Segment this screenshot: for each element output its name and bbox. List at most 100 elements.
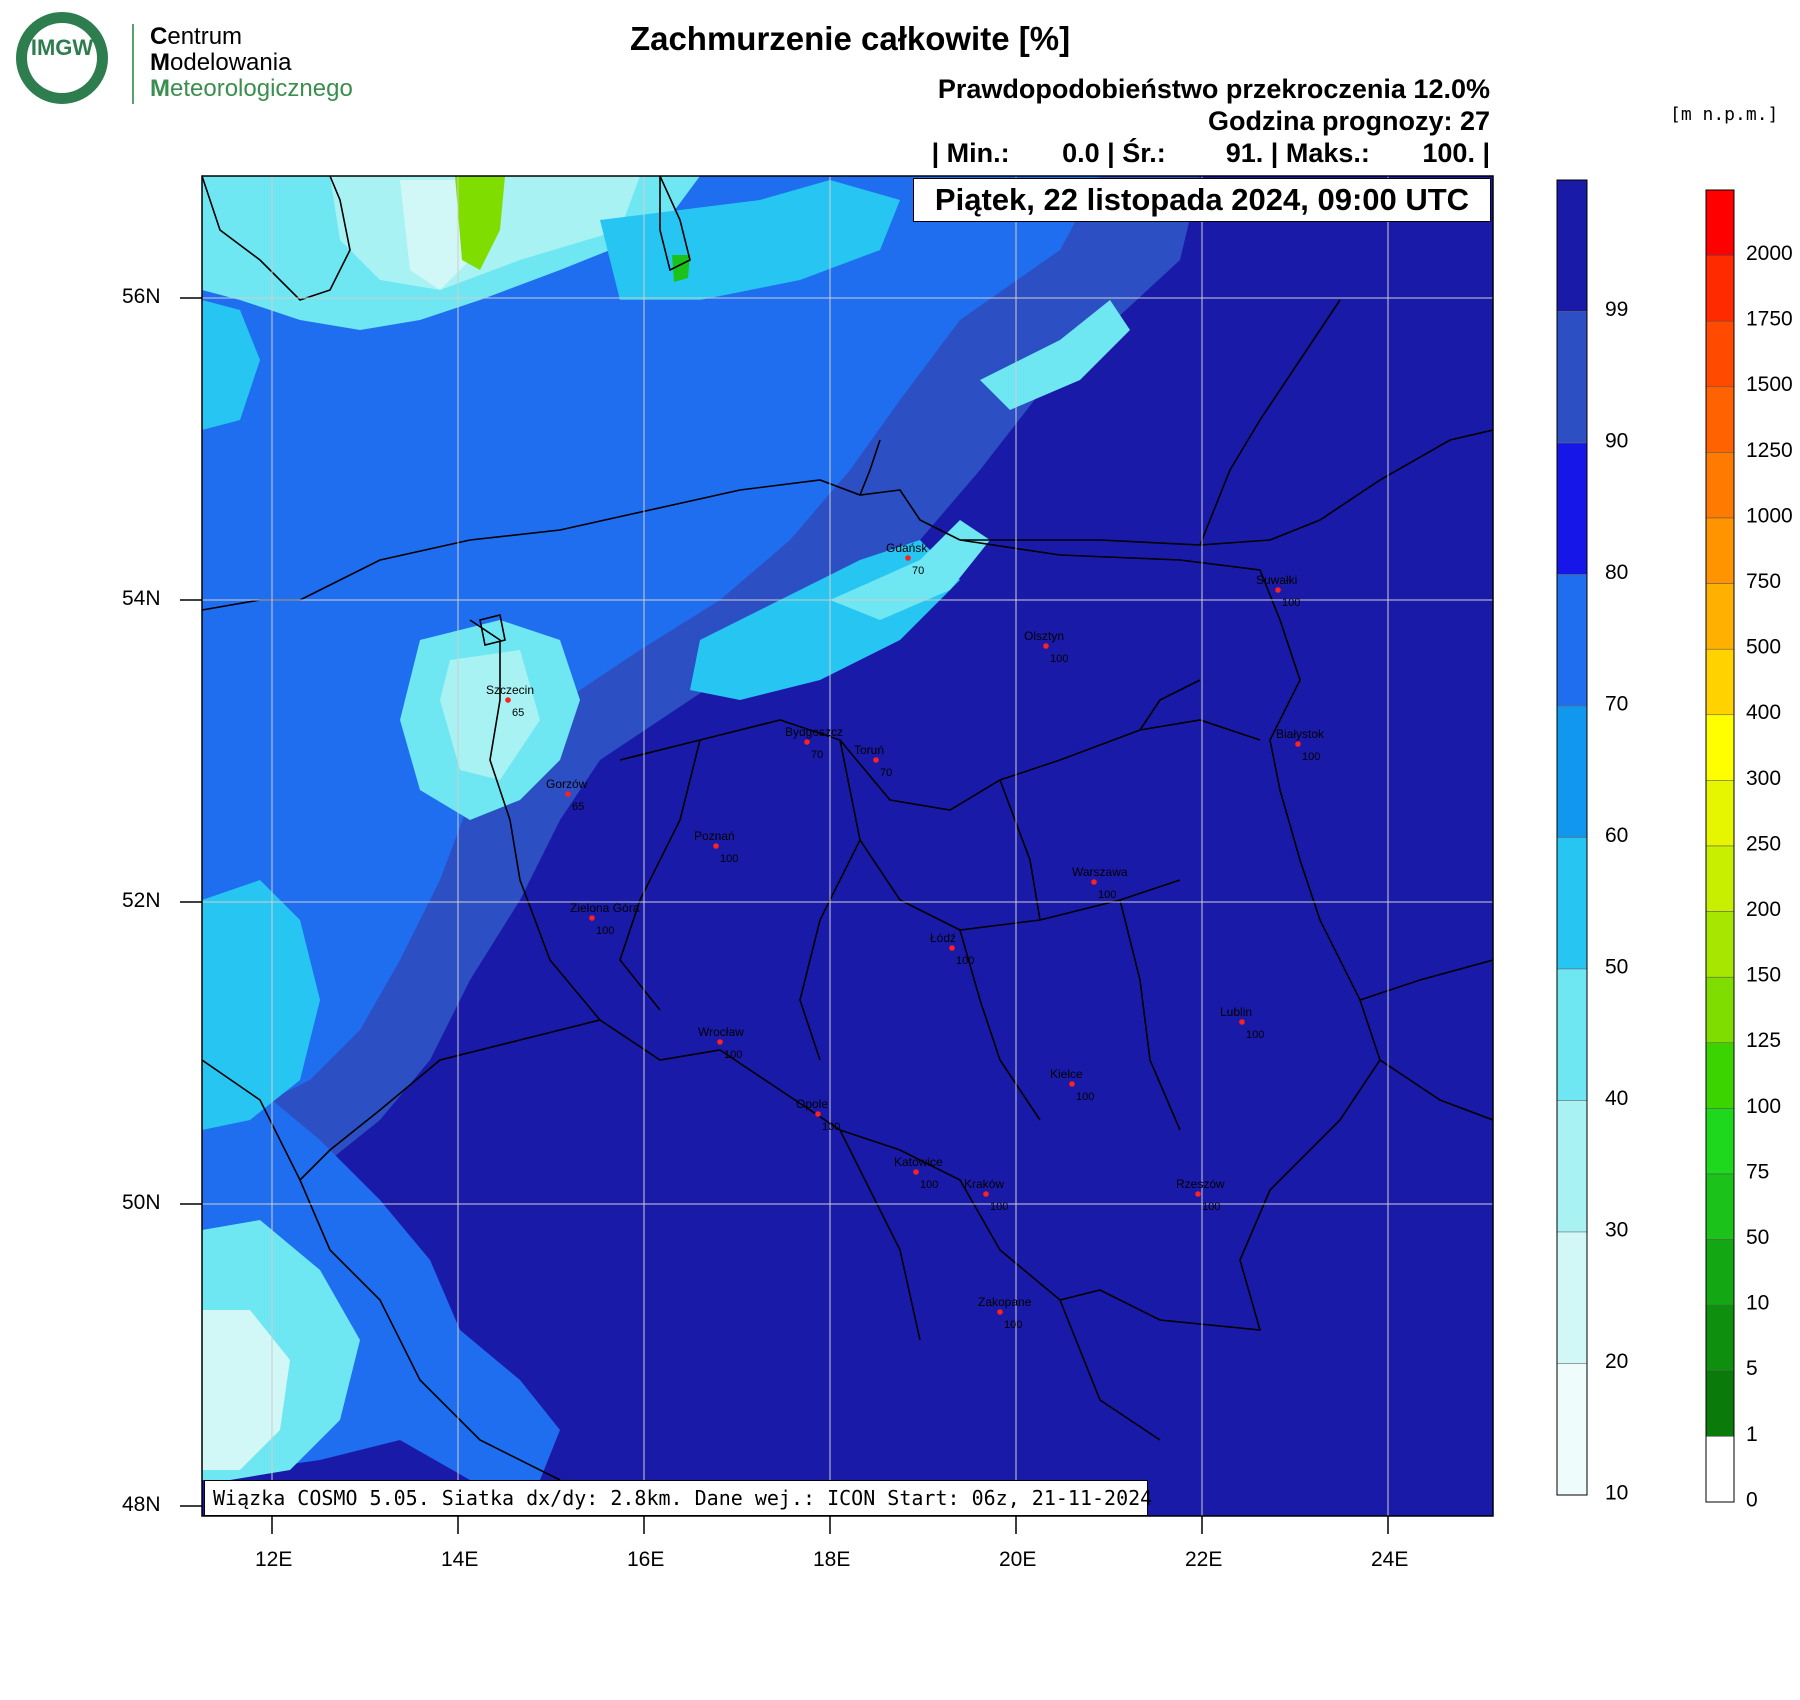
terrain-bar-segment <box>1705 1108 1735 1175</box>
cloud-bar-segment <box>1556 574 1588 707</box>
lon-ticks <box>271 1516 1389 1534</box>
logo-acronym: IMGW <box>30 35 94 60</box>
cloud-bar-segment <box>1556 179 1588 312</box>
city-dot <box>913 1169 919 1175</box>
city-opole: Opole 100 <box>796 1097 840 1133</box>
cloud-bar-segment <box>1556 968 1588 1101</box>
terrain-bar-label: 1250 <box>1746 439 1793 462</box>
city-name: Białystok <box>1276 727 1325 741</box>
city-value: 100 <box>1076 1091 1094 1103</box>
city-dot <box>1043 643 1049 649</box>
terrain-bar-frame <box>1705 189 1735 1503</box>
imgw-logo: IMGW Centrum Modelowania Meteorologiczne… <box>12 10 382 110</box>
city-dot <box>873 757 879 763</box>
terrain-bar-segment <box>1705 1304 1735 1372</box>
terrain-bar-segment <box>1705 1370 1735 1437</box>
terrain-bar-label: 5 <box>1746 1357 1758 1380</box>
lat-label-52n: 52N <box>122 889 161 912</box>
city-białystok: Białystok 100 <box>1276 727 1325 763</box>
city-value: 100 <box>1282 597 1300 609</box>
city-value: 100 <box>596 925 614 937</box>
lat-label-48n: 48N <box>122 1493 161 1516</box>
lon-label-16e: 16E <box>627 1548 665 1571</box>
city-name: Suwałki <box>1256 573 1297 587</box>
terrain-bar-label: 50 <box>1746 1226 1769 1249</box>
cloud-colorbar: 99 90 80 70 60 50 40 30 20 10 <box>1556 179 1628 1505</box>
terrain-bar-segment <box>1705 1173 1735 1240</box>
city-value: 100 <box>724 1049 742 1061</box>
city-value: 100 <box>1050 653 1068 665</box>
lon-label-22e: 22E <box>1185 1548 1223 1571</box>
lat-label-50n: 50N <box>122 1191 161 1214</box>
cloud-bar-label: 90 <box>1605 430 1628 453</box>
terrain-bar-segment <box>1705 1042 1735 1109</box>
city-value: 65 <box>572 801 584 813</box>
cloud-bar-label: 30 <box>1605 1219 1628 1242</box>
city-name: Katowice <box>894 1155 943 1169</box>
city-value: 100 <box>920 1179 938 1191</box>
stats-text: | Min.: 0.0 | Śr.: 91. | Maks.: 100. | <box>931 138 1490 168</box>
cloud-bar-label: 50 <box>1605 956 1628 979</box>
terrain-bar-segment <box>1705 714 1735 781</box>
city-markers: Gdańsk 70 Suwałki 100 Olsztyn 100 Szczecin 65 By… <box>486 541 1325 1331</box>
lon-label-14e: 14E <box>441 1548 479 1571</box>
city-dot <box>997 1309 1003 1315</box>
terrain-bar-segment <box>1705 1436 1735 1503</box>
city-dot <box>713 843 719 849</box>
city-olsztyn: Olsztyn 100 <box>1024 629 1068 665</box>
terrain-bar-label: 300 <box>1746 767 1781 790</box>
city-name: Olsztyn <box>1024 629 1064 643</box>
city-name: Kraków <box>964 1177 1004 1191</box>
city-name: Rzeszów <box>1176 1177 1225 1191</box>
city-kielce: Kielce 100 <box>1050 1067 1094 1103</box>
terrain-bar-label: 75 <box>1746 1160 1769 1183</box>
city-value: 65 <box>512 707 524 719</box>
city-zakopane: Zakopane 100 <box>978 1295 1032 1331</box>
cloud-bar-segment <box>1556 1363 1588 1496</box>
terrain-bar-segment <box>1705 517 1735 584</box>
terrain-bar-segment <box>1705 452 1735 519</box>
cloud-bar-segment <box>1556 837 1588 970</box>
terrain-bar-segment <box>1705 189 1735 256</box>
org-name-line-2: Modelowania <box>150 49 292 76</box>
terrain-bar-label: 250 <box>1746 832 1781 855</box>
city-value: 70 <box>811 749 823 761</box>
city-poznań: Poznań 100 <box>694 829 738 865</box>
city-value: 100 <box>1202 1201 1220 1213</box>
grid-lines <box>202 176 1493 1516</box>
terrain-bar-label: 750 <box>1746 570 1781 593</box>
city-dot <box>1195 1191 1201 1197</box>
terrain-bar-label: 0 <box>1746 1488 1758 1511</box>
city-gorzów: Gorzów 65 <box>546 777 588 813</box>
city-dot <box>949 945 955 951</box>
city-kraków: Kraków 100 <box>964 1177 1008 1213</box>
terrain-bar-label: 10 <box>1746 1292 1769 1315</box>
lat-label-56n: 56N <box>122 285 161 308</box>
city-value: 70 <box>880 767 892 779</box>
lat-ticks <box>180 297 202 1507</box>
city-bydgoszcz: Bydgoszcz 70 <box>785 725 843 761</box>
city-dot <box>565 791 571 797</box>
city-name: Kielce <box>1050 1067 1083 1081</box>
city-dot <box>589 915 595 921</box>
city-dot <box>983 1191 989 1197</box>
city-value: 70 <box>912 565 924 577</box>
city-katowice: Katowice 100 <box>894 1155 943 1191</box>
terrain-bar-label: 100 <box>1746 1095 1781 1118</box>
city-name: Zielona Góra <box>570 901 640 915</box>
lon-label-12e: 12E <box>255 1548 293 1571</box>
city-value: 100 <box>1004 1319 1022 1331</box>
cloud-bar-label: 70 <box>1605 693 1628 716</box>
lon-label-24e: 24E <box>1371 1548 1409 1571</box>
terrain-bar-label: 2000 <box>1746 242 1793 265</box>
city-dot <box>815 1111 821 1117</box>
terrain-bar-label: 200 <box>1746 898 1781 921</box>
city-name: Bydgoszcz <box>785 725 843 739</box>
terrain-bar-segment <box>1705 1239 1735 1306</box>
city-name: Opole <box>796 1097 828 1111</box>
city-wrocław: Wrocław 100 <box>698 1025 744 1061</box>
city-dot <box>804 739 810 745</box>
terrain-bar-label: 150 <box>1746 964 1781 987</box>
terrain-bar-segment <box>1705 255 1735 322</box>
